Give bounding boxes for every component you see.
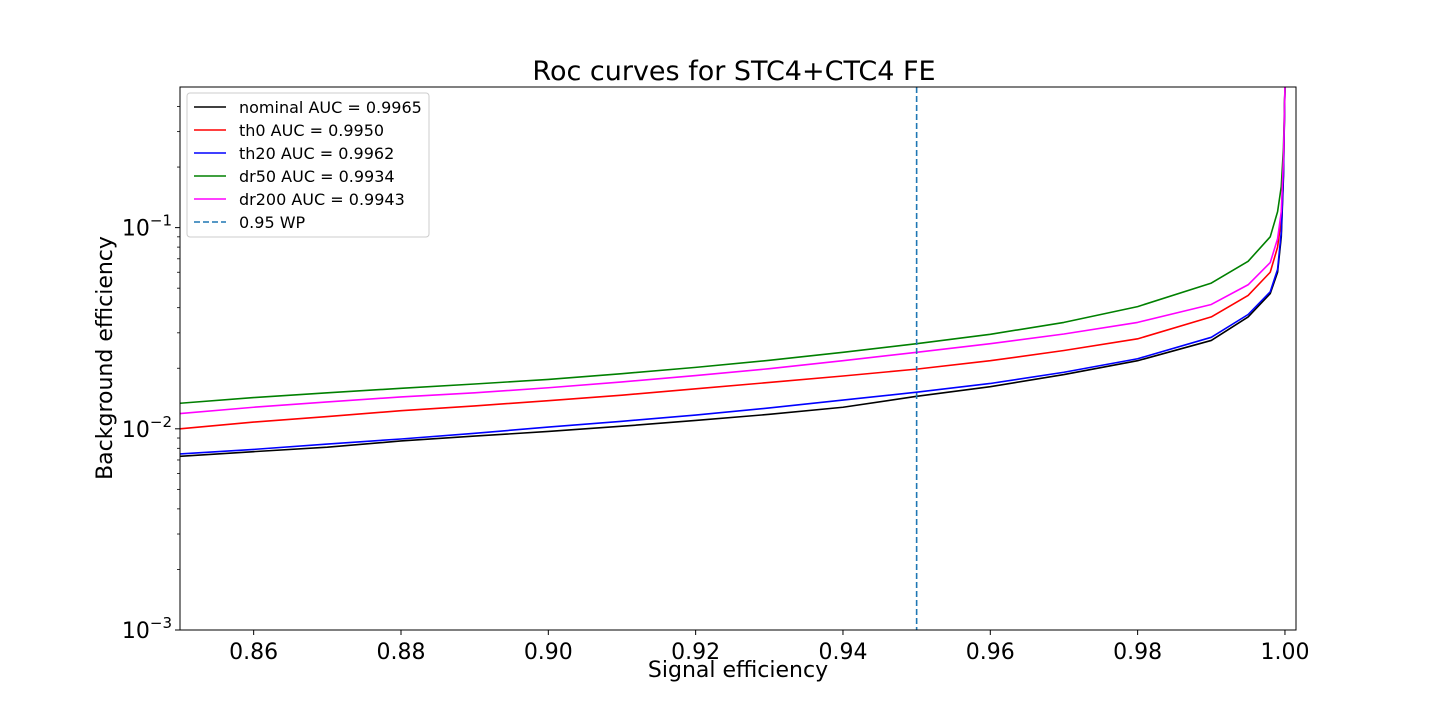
legend-label: 0.95 WP bbox=[239, 213, 306, 232]
x-tick-label: 0.96 bbox=[966, 640, 1015, 665]
x-axis-label: Signal efficiency bbox=[648, 658, 828, 683]
x-tick-label: 0.86 bbox=[229, 640, 278, 665]
chart-title: Roc curves for STC4+CTC4 FE bbox=[532, 56, 935, 87]
y-tick-label: 10−1 bbox=[122, 212, 172, 242]
x-tick-label: 0.98 bbox=[1113, 640, 1162, 665]
x-tick-label: 0.90 bbox=[524, 640, 573, 665]
legend: nominal AUC = 0.9965 th0 AUC = 0.9950 th20… bbox=[186, 92, 430, 238]
x-tick-label: 1.00 bbox=[1260, 640, 1309, 665]
legend-items: nominal AUC = 0.9965 th0 AUC = 0.9950 th20… bbox=[194, 98, 422, 232]
x-axis-ticks: 0.86 0.88 0.90 0.92 0.94 0.96 0.98 1.00 bbox=[229, 630, 1309, 665]
legend-box bbox=[186, 92, 430, 238]
x-tick-label: 0.88 bbox=[376, 640, 425, 665]
y-tick-label: 10−2 bbox=[122, 413, 172, 443]
x-tick-label: 0.94 bbox=[818, 640, 867, 665]
x-tick-label: 0.92 bbox=[671, 640, 720, 665]
y-tick-label: 10−3 bbox=[122, 614, 172, 644]
legend-label: th20 AUC = 0.9962 bbox=[239, 144, 394, 163]
legend-label: th0 AUC = 0.9950 bbox=[239, 121, 384, 140]
legend-label: dr50 AUC = 0.9934 bbox=[239, 167, 395, 186]
y-axis-label: Background efficiency bbox=[93, 236, 118, 480]
y-axis-ticks: 10−3 10−2 10−1 bbox=[122, 212, 180, 644]
legend-label: nominal AUC = 0.9965 bbox=[239, 98, 422, 117]
plot-frame bbox=[179, 86, 1297, 631]
legend-label: dr200 AUC = 0.9943 bbox=[239, 190, 405, 209]
series-line-th20 bbox=[180, 87, 1286, 455]
